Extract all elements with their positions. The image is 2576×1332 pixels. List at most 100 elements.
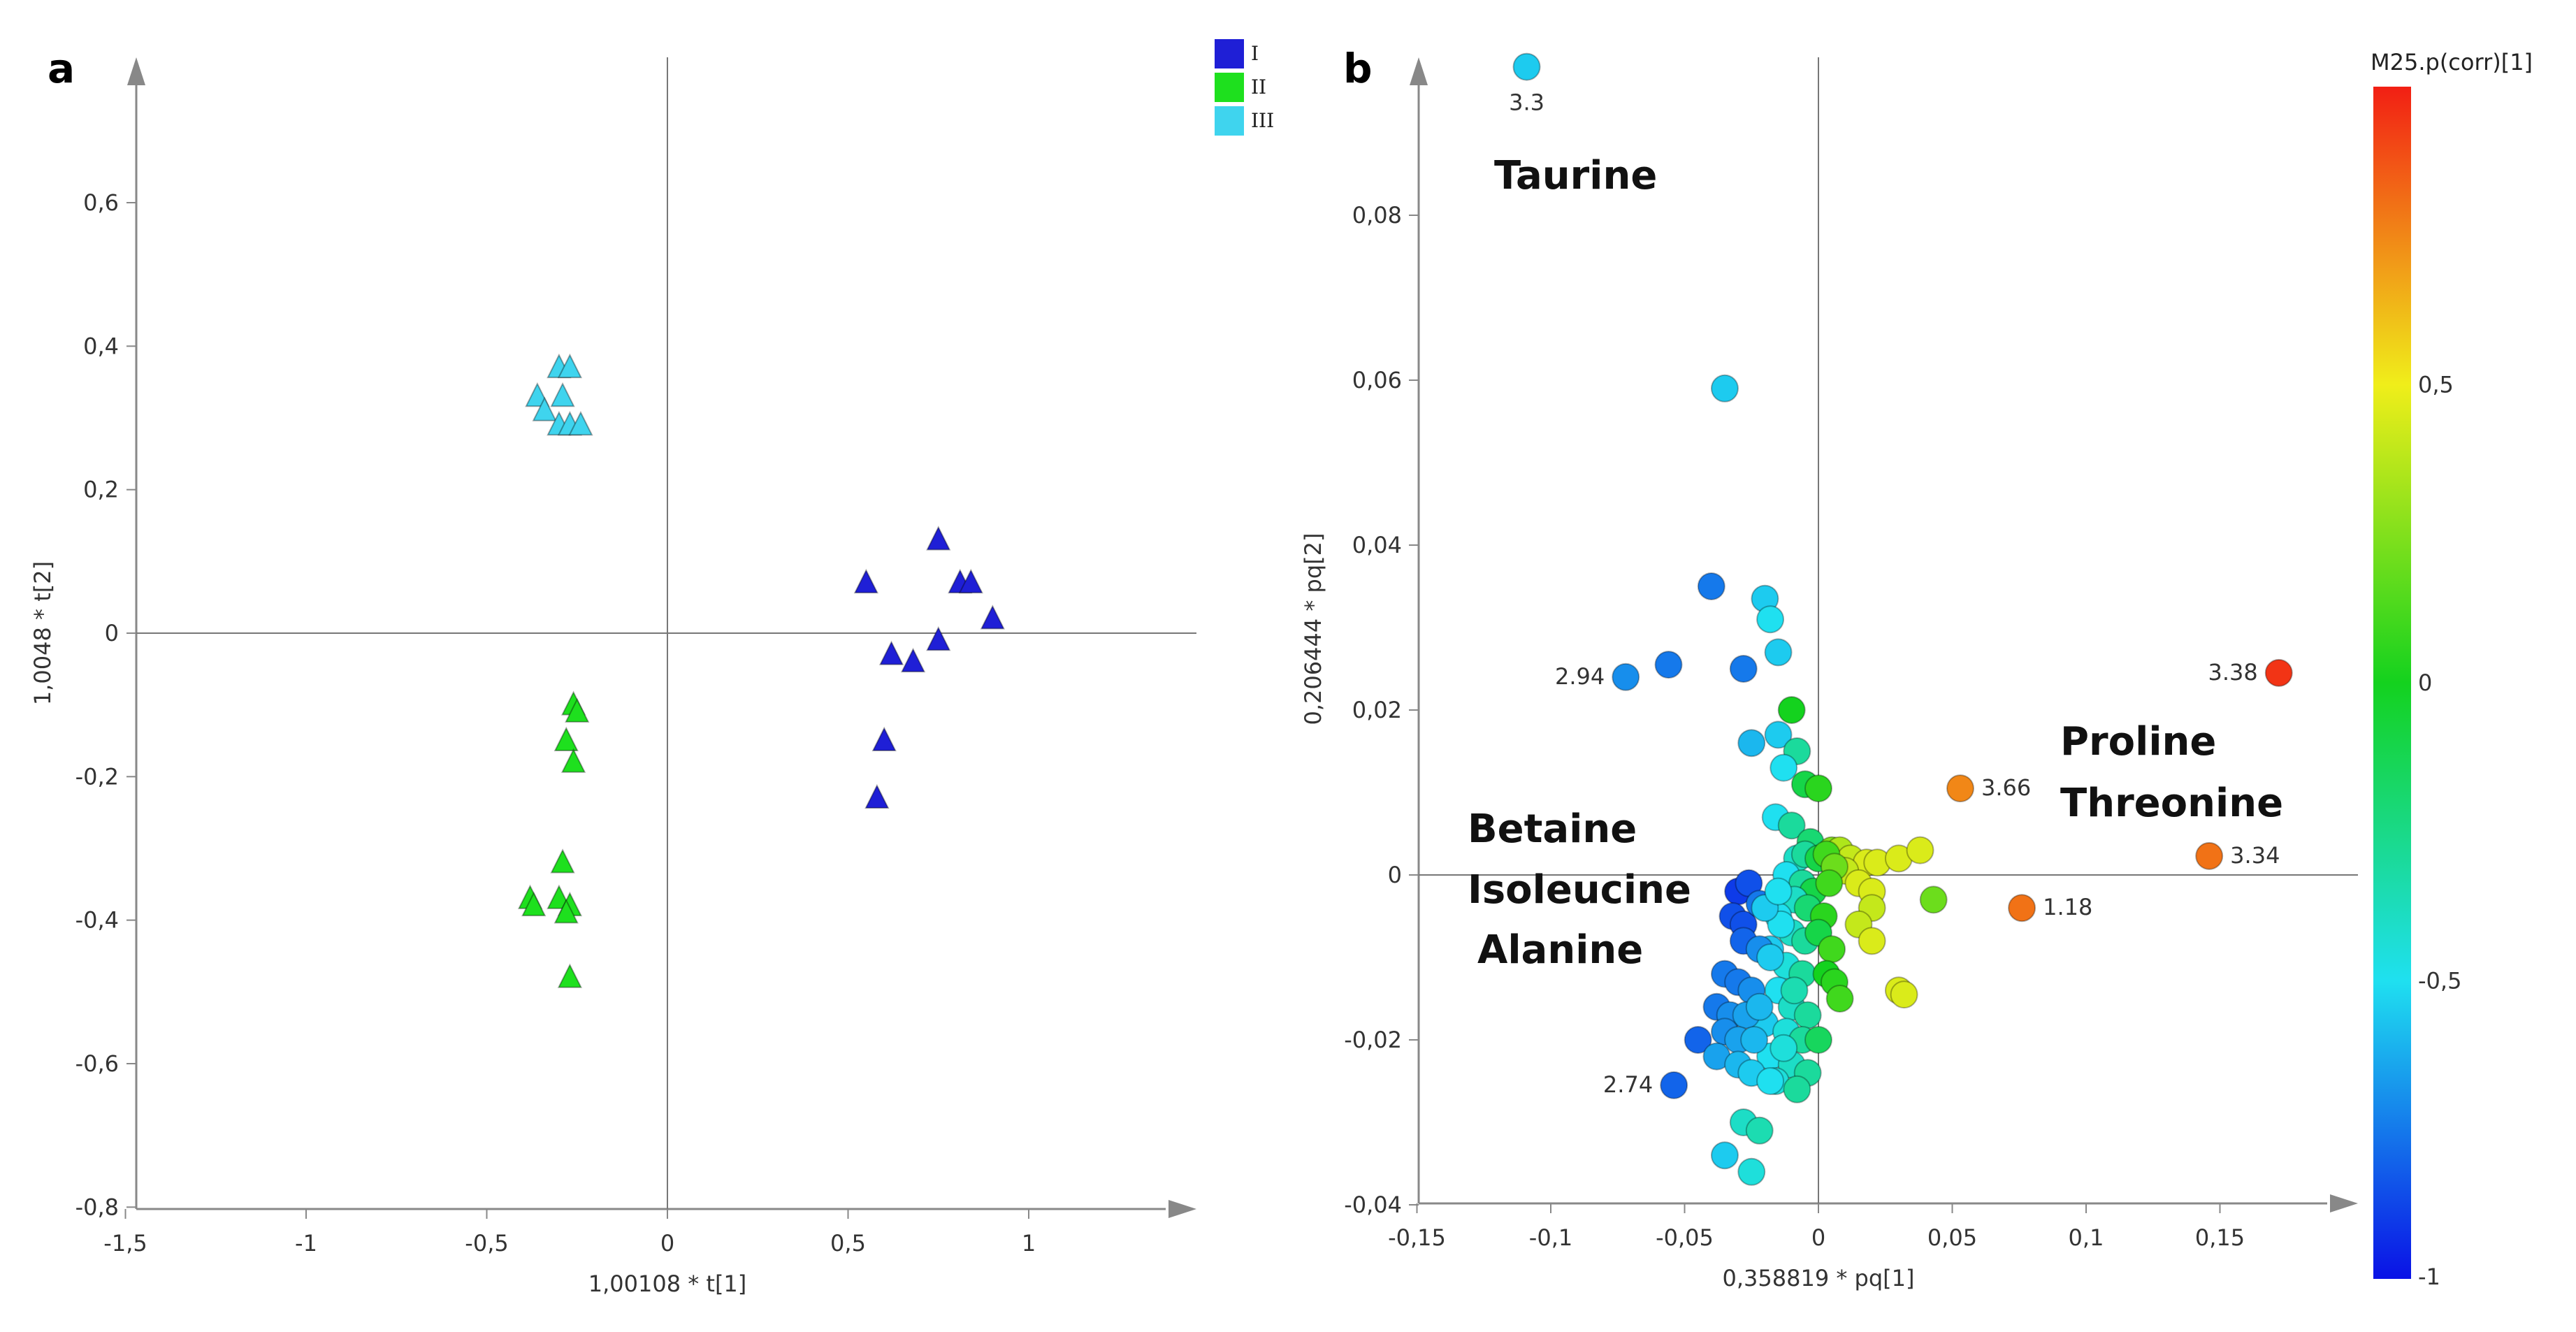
panel-b-point — [1684, 1026, 1712, 1054]
colorbar-tick-label: 0,5 — [2418, 372, 2454, 398]
panel-b-x-tick-label: 0,1 — [2069, 1224, 2104, 1251]
panel-a-point-II — [553, 899, 579, 924]
panel-b-labeled-point — [1512, 52, 1541, 81]
panel-b-point — [1756, 1067, 1785, 1095]
panel-b-y-tick-label: -0,02 — [1344, 1027, 1402, 1053]
panel-b-point — [1919, 885, 1948, 914]
annotation-alanine: Alanine — [1477, 927, 1643, 973]
panel-a-y-tick-label: 0,4 — [83, 333, 119, 359]
panel-b-point — [1804, 774, 1832, 803]
panel-b-x-ticks: -0,15 -0,1 -0,05 0 0,05 0,1 0,15 — [1388, 1203, 2245, 1251]
panel-a-points — [517, 353, 1005, 988]
panel-b-point-label: 3.38 — [2208, 659, 2258, 686]
panel-b-loading-plot: b -0,15 -0,1 -0,05 0 0,05 0,1 0,15 -0,04 -0,02 0… — [1300, 45, 2533, 1291]
panel-b-labeled-point — [2195, 841, 2224, 870]
panel-b-x-tick-label: 0 — [1811, 1224, 1825, 1251]
annotation-proline: Proline — [2060, 719, 2216, 765]
panel-a-x-tick-label: 0 — [660, 1230, 674, 1257]
legend-label-III: III — [1251, 109, 1274, 132]
panel-a-x-axis-label: 1,00108 * t[1] — [588, 1271, 747, 1297]
panel-b-point-label: 2.94 — [1555, 663, 1605, 690]
panel-a-score-plot: a -1,5 -1 -0,5 0 0,5 1 -0,8 -0,6 -0,4 -0,2 0 0,2 0,… — [29, 39, 1274, 1297]
panel-b-point-label: 2.74 — [1603, 1071, 1653, 1098]
panel-a-x-tick-label: -0,5 — [465, 1230, 508, 1257]
panel-b-point — [1654, 651, 1683, 679]
panel-b-y-tick-label: 0,08 — [1352, 202, 1402, 229]
panel-b-labeled-point — [1660, 1071, 1688, 1099]
panel-b-x-tick-label: -0,15 — [1388, 1224, 1446, 1251]
panel-b-point — [1756, 943, 1785, 971]
panel-a-point-II — [560, 748, 586, 773]
panel-b-point — [1740, 1026, 1769, 1054]
panel-b-point — [1764, 638, 1793, 667]
panel-a-point-I — [878, 640, 904, 665]
panel-b-point — [1804, 1026, 1832, 1054]
legend-swatch-II — [1215, 73, 1244, 102]
panel-b-y-tick-label: -0,04 — [1344, 1192, 1402, 1218]
colorbar-ticks: -1 -0,5 0 0,5 — [2418, 372, 2461, 1291]
panel-a-point-II — [521, 891, 547, 917]
panel-a-y-axis-label: 1,0048 * t[2] — [29, 561, 56, 705]
legend-label-II: II — [1251, 75, 1266, 99]
panel-a-y-tick-label: 0,6 — [83, 189, 119, 216]
panel-b-labeled-point — [1612, 663, 1640, 691]
colorbar-title: M25.p(corr)[1] — [2371, 49, 2533, 75]
panel-b-points — [1654, 374, 1948, 1186]
panel-a-y-tick-label: -0,6 — [75, 1050, 119, 1077]
panel-a-point-II — [565, 697, 590, 723]
annotation-taurine: Taurine — [1494, 153, 1657, 198]
panel-b-point — [1756, 605, 1785, 634]
colorbar-tick-label: -0,5 — [2418, 968, 2461, 994]
panel-a-point-I — [900, 647, 926, 673]
panel-b-point — [1777, 811, 1806, 840]
panel-b-point-label: 1.18 — [2043, 894, 2092, 920]
panel-b-y-axis-arrow — [1410, 57, 1428, 85]
panel-b-labeled-point — [1946, 774, 1974, 803]
panel-b-point — [1737, 729, 1766, 758]
panel-b-point-label: 3.34 — [2230, 842, 2280, 869]
annotation-betaine: Betaine — [1468, 806, 1637, 852]
panel-a-x-ticks: -1,5 -1 -0,5 0 0,5 1 — [103, 1209, 1036, 1257]
panel-b-x-tick-label: -0,1 — [1529, 1224, 1572, 1251]
panel-b-point — [1906, 836, 1934, 864]
panel-b-x-axis-arrow — [2330, 1194, 2358, 1212]
panel-a-point-I — [980, 605, 1005, 630]
panel-b-point — [1710, 374, 1739, 403]
panel-b-point — [1815, 869, 1844, 897]
panel-a-y-tick-label: -0,8 — [75, 1194, 119, 1220]
panel-a-x-tick-label: 1 — [1022, 1230, 1036, 1257]
panel-b-point — [1825, 985, 1854, 1013]
panel-b-y-ticks: -0,04 -0,02 0 0,02 0,04 0,06 0,08 — [1344, 202, 1419, 1218]
panel-b-point — [1777, 696, 1806, 724]
panel-a-point-III — [532, 396, 557, 421]
panel-a-x-tick-label: -1,5 — [103, 1230, 147, 1257]
panel-a-point-I — [958, 568, 983, 594]
panel-a-point-I — [926, 526, 951, 551]
panel-a-point-II — [550, 848, 575, 874]
panel-b-labeled-point — [2008, 894, 2036, 922]
panel-a-y-ticks: -0,8 -0,6 -0,4 -0,2 0 0,2 0,4 0,6 — [75, 189, 136, 1220]
colorbar-tick-label: -1 — [2418, 1264, 2440, 1290]
panel-b-point — [1770, 753, 1798, 782]
panel-b-x-tick-label: 0,15 — [2195, 1224, 2245, 1251]
panel-a-point-III — [557, 353, 583, 379]
legend-label-I: I — [1251, 42, 1259, 65]
panel-b-point-label: 3.3 — [1509, 89, 1544, 116]
panel-b-point — [1697, 572, 1725, 600]
panel-a-point-I — [864, 783, 890, 809]
panel-a-point-I — [871, 726, 897, 751]
panel-a-legend: I II III — [1215, 39, 1274, 136]
legend-swatch-III — [1215, 106, 1244, 136]
panel-b-point — [1780, 976, 1809, 1005]
panel-b-point — [1818, 935, 1846, 964]
colorbar-gradient — [2373, 87, 2411, 1279]
panel-b-point — [1745, 1116, 1774, 1145]
panel-a-x-tick-label: -1 — [295, 1230, 317, 1257]
panel-a-point-II — [553, 726, 579, 751]
panel-b-y-axis-label: 0,206444 * pq[2] — [1300, 533, 1326, 725]
panel-b-point — [1770, 1034, 1798, 1062]
panel-b-point — [1767, 910, 1795, 939]
panel-a-y-tick-label: 0,2 — [83, 477, 119, 503]
panel-a-point-I — [853, 568, 878, 594]
